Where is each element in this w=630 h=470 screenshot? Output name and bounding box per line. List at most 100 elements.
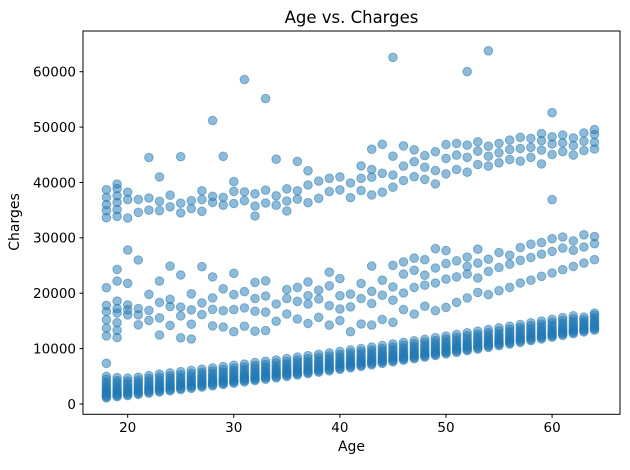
data-point bbox=[324, 320, 335, 330]
data-point bbox=[175, 270, 186, 280]
data-point bbox=[589, 308, 600, 319]
data-point bbox=[197, 364, 207, 375]
data-point bbox=[366, 190, 377, 200]
data-point bbox=[515, 132, 526, 143]
data-point bbox=[282, 184, 292, 194]
data-point bbox=[547, 233, 557, 244]
data-point bbox=[388, 170, 398, 180]
data-point bbox=[473, 146, 483, 156]
data-point bbox=[122, 213, 133, 223]
data-point bbox=[547, 132, 557, 142]
data-point bbox=[144, 315, 154, 326]
data-point bbox=[398, 175, 409, 186]
data-point bbox=[462, 252, 473, 262]
data-point bbox=[547, 149, 557, 160]
data-point bbox=[356, 319, 366, 329]
data-point bbox=[494, 148, 504, 158]
data-point bbox=[483, 151, 494, 161]
data-point bbox=[282, 206, 292, 216]
data-point bbox=[451, 256, 462, 266]
data-point bbox=[483, 266, 494, 277]
data-point bbox=[144, 289, 154, 300]
y-tick-label: 50000 bbox=[33, 120, 76, 136]
data-point bbox=[303, 318, 313, 329]
data-point bbox=[377, 290, 388, 301]
data-point bbox=[313, 193, 324, 204]
data-point bbox=[494, 262, 504, 273]
data-point bbox=[451, 138, 462, 149]
data-point bbox=[547, 246, 557, 257]
data-point bbox=[451, 164, 462, 175]
data-point bbox=[409, 309, 420, 319]
data-point bbox=[271, 154, 282, 164]
data-point bbox=[420, 280, 430, 291]
data-point bbox=[462, 328, 473, 338]
data-point bbox=[409, 265, 420, 276]
data-point bbox=[568, 150, 579, 160]
data-point bbox=[229, 289, 239, 300]
data-point bbox=[526, 142, 536, 153]
data-point bbox=[579, 230, 589, 240]
data-point bbox=[398, 337, 409, 348]
data-point bbox=[504, 154, 515, 165]
data-point bbox=[515, 319, 526, 330]
data-point bbox=[536, 249, 547, 259]
data-point bbox=[133, 303, 144, 314]
data-point bbox=[101, 282, 112, 293]
data-point bbox=[207, 363, 218, 373]
data-point bbox=[430, 179, 441, 189]
data-point bbox=[356, 173, 366, 184]
data-point bbox=[133, 255, 144, 265]
data-point bbox=[356, 293, 366, 304]
data-point bbox=[324, 173, 335, 184]
data-point bbox=[345, 326, 356, 337]
data-point bbox=[377, 275, 388, 286]
data-point bbox=[292, 352, 303, 362]
chart-title: Age vs. Charges bbox=[284, 8, 419, 27]
x-tick-label: 40 bbox=[331, 420, 348, 436]
data-point bbox=[154, 196, 165, 207]
data-point bbox=[451, 329, 462, 340]
data-point bbox=[250, 326, 260, 337]
data-point bbox=[473, 273, 483, 283]
data-point bbox=[303, 197, 313, 208]
data-point bbox=[239, 359, 250, 369]
data-point bbox=[526, 152, 536, 163]
data-point bbox=[197, 194, 207, 205]
data-point bbox=[260, 276, 271, 286]
data-point bbox=[154, 369, 165, 379]
data-point bbox=[101, 315, 112, 325]
data-point bbox=[388, 52, 398, 63]
data-point bbox=[229, 198, 239, 209]
y-tick-label: 0 bbox=[67, 397, 76, 413]
data-point bbox=[377, 340, 388, 351]
data-point bbox=[557, 243, 568, 253]
data-point bbox=[388, 151, 398, 161]
data-point bbox=[292, 314, 303, 324]
data-point bbox=[101, 323, 112, 333]
data-point bbox=[335, 315, 345, 326]
data-point bbox=[313, 285, 324, 296]
data-point bbox=[229, 304, 239, 315]
data-point bbox=[207, 321, 218, 331]
data-point bbox=[335, 346, 345, 357]
data-point bbox=[250, 189, 260, 199]
data-point bbox=[568, 236, 579, 246]
data-point bbox=[420, 162, 430, 172]
data-point bbox=[430, 165, 441, 176]
data-point bbox=[144, 193, 154, 203]
data-point bbox=[589, 124, 600, 135]
data-point bbox=[165, 261, 175, 271]
data-point bbox=[112, 179, 122, 189]
data-point bbox=[154, 297, 165, 308]
data-point bbox=[165, 190, 175, 200]
data-point bbox=[462, 261, 473, 272]
data-point bbox=[229, 268, 239, 279]
data-point bbox=[568, 261, 579, 272]
data-point bbox=[250, 211, 260, 221]
data-point bbox=[218, 361, 228, 372]
data-point bbox=[324, 267, 335, 278]
data-point bbox=[260, 185, 271, 195]
y-tick-label: 20000 bbox=[33, 286, 76, 302]
